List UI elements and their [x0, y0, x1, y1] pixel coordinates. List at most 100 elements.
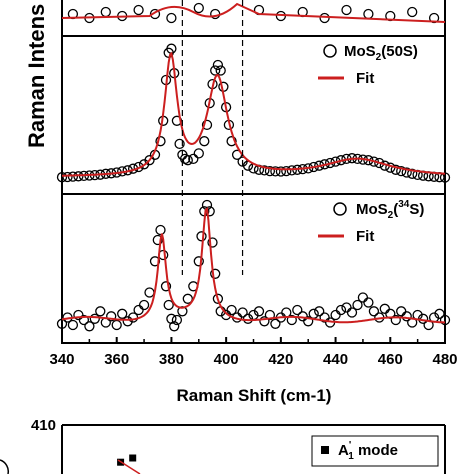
data-point [95, 306, 106, 317]
data-point [133, 304, 144, 316]
data-point [226, 304, 237, 316]
data-point [341, 302, 352, 313]
data-point [270, 318, 281, 329]
data-point [144, 287, 155, 298]
x-axis-title: Raman Shift (cm-1) [177, 386, 332, 405]
x-tick-label: 460 [378, 351, 403, 368]
data-point [78, 314, 90, 326]
data-point [390, 314, 401, 326]
legend-marker-open-circle [323, 44, 337, 58]
fit-line [61, 2, 446, 23]
data-point [352, 299, 363, 311]
lower-chart: 410 A' 1 mode [0, 417, 446, 474]
x-axis: 340 360 380 400 420 440 460 480 [49, 337, 458, 368]
data-point [434, 308, 445, 319]
data-point [182, 155, 193, 166]
lower-chart-data [117, 454, 141, 474]
x-tick-label: 380 [159, 351, 184, 368]
data-point [201, 119, 213, 131]
bottom-panel-data [56, 199, 451, 332]
data-point [100, 6, 111, 18]
data-point [210, 65, 221, 76]
lower-legend-box [311, 435, 439, 467]
data-point [182, 293, 193, 304]
data-point [212, 293, 224, 304]
legend-label-a1-mode: A' 1 mode [338, 440, 398, 462]
data-point [155, 224, 166, 236]
data-point [407, 6, 418, 18]
reference-lines [181, 0, 244, 275]
lower-chart-y-tick-label: 410 [31, 417, 56, 434]
data-point [138, 299, 150, 311]
legend-label-mos2-50s: MoS2(50S) [344, 43, 418, 63]
data-point [346, 307, 358, 318]
data-point [363, 8, 374, 20]
data-point [193, 256, 204, 267]
data-point [111, 319, 122, 331]
data-point [210, 268, 221, 279]
data-point [275, 166, 287, 177]
data-point [407, 168, 418, 179]
data-point [84, 321, 95, 332]
data-point [163, 299, 174, 311]
data-point [286, 165, 297, 176]
data-point [171, 314, 183, 326]
data-point [166, 12, 177, 24]
data-point [67, 319, 79, 331]
data-point [174, 138, 185, 150]
data-point [193, 148, 204, 159]
data-point [368, 306, 380, 317]
data-point [133, 161, 144, 173]
data-point [314, 306, 325, 317]
middle-panel: MoS2(50S) Fit [56, 35, 451, 195]
data-point [308, 308, 319, 319]
data-point [335, 304, 347, 316]
data-point [188, 153, 199, 165]
x-tick-label: 400 [214, 351, 239, 368]
data-point [155, 136, 166, 147]
legend-label-fit: Fit [356, 70, 374, 87]
bottom-panel: MoS2(34S) Fit [56, 193, 451, 344]
data-point [160, 281, 172, 292]
data-point [396, 165, 407, 177]
data-point [357, 292, 369, 303]
data-point [396, 306, 407, 317]
fit-line [62, 51, 446, 177]
data-point [319, 12, 330, 24]
fit-line [61, 207, 445, 324]
x-tick-label: 360 [104, 351, 129, 368]
legend-marker-open-circle [333, 202, 347, 216]
data-point [401, 311, 412, 322]
top-panel-marks [61, 2, 446, 24]
data-point [379, 303, 390, 314]
lower-fit-line [117, 459, 141, 474]
lower-chart-cut-marker [0, 459, 10, 474]
x-tick-label: 480 [432, 351, 457, 368]
data-point [237, 307, 248, 318]
data-point [106, 311, 117, 322]
data-point [199, 136, 210, 147]
data-point [303, 316, 314, 327]
middle-legend: MoS2(50S) Fit [318, 43, 418, 87]
data-point [144, 155, 155, 166]
data-point [149, 256, 161, 267]
data-point [89, 313, 100, 324]
data-point [212, 59, 224, 71]
data-point [56, 172, 68, 183]
data-point [62, 171, 73, 183]
y-axis-title: Raman Intens [24, 4, 49, 148]
bottom-legend: MoS2(34S) Fit [318, 199, 424, 245]
data-point [253, 306, 265, 317]
data-point [292, 304, 303, 316]
data-point [215, 65, 226, 76]
data-point [270, 166, 281, 177]
data-point [390, 164, 401, 175]
x-tick-label: 340 [49, 351, 74, 368]
middle-panel-data [56, 43, 451, 183]
data-point [196, 231, 207, 242]
data-point [341, 4, 352, 16]
data-point [149, 8, 161, 20]
legend-label-fit: Fit [356, 228, 374, 245]
x-tick-label: 420 [268, 351, 293, 368]
